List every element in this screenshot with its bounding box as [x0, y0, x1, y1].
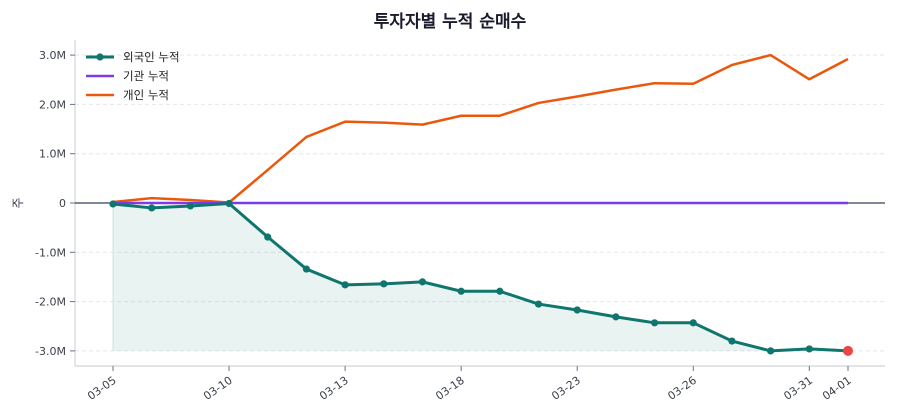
- y-tick-label: -1.0M: [35, 246, 66, 259]
- x-tick-label: 03-31: [781, 374, 815, 403]
- data-point-marker: [573, 306, 581, 314]
- last-point-marker: [843, 345, 853, 356]
- y-tick-label: 0: [59, 197, 66, 210]
- y-tick-label: -2.0M: [35, 296, 66, 309]
- x-tick-label: 03-26: [665, 374, 699, 403]
- foreign-area-fill: [113, 203, 848, 351]
- y-tick-label: 3.0M: [39, 49, 66, 62]
- y-tick-label: -3.0M: [35, 345, 66, 358]
- series-layer: [75, 53, 885, 356]
- y-tick-label: 1.0M: [39, 148, 66, 161]
- legend-label: 기관 누적: [123, 69, 169, 83]
- data-point-marker: [225, 199, 233, 208]
- data-point-marker: [728, 337, 736, 345]
- y-tick-label: 2.0M: [39, 98, 66, 111]
- grid-lines: [75, 54, 885, 352]
- data-point-marker: [341, 281, 349, 289]
- data-point-marker: [264, 233, 272, 241]
- series-line-0: [112, 201, 849, 353]
- y-axis: 3.0M 2.0M 1.0M 0 -1.0M -2.0M -3.0M: [35, 49, 75, 358]
- data-point-marker: [496, 287, 504, 295]
- y-axis-label: 주: [11, 197, 25, 208]
- data-point-marker: [612, 313, 620, 321]
- x-tick-label: 03-10: [201, 374, 235, 403]
- legend-label: 외국인 누적: [123, 50, 180, 64]
- x-tick-label: 03-18: [433, 374, 467, 403]
- x-tick-label: 03-23: [549, 374, 583, 403]
- data-point-marker: [418, 278, 427, 286]
- x-tick-label: 03-13: [317, 374, 351, 403]
- data-point-marker: [457, 287, 465, 295]
- x-tick-label: 04-01: [820, 374, 854, 403]
- series-line-2: [112, 53, 849, 204]
- data-point-marker: [767, 347, 775, 355]
- data-point-marker: [534, 300, 543, 308]
- data-point-marker: [302, 265, 311, 273]
- data-point-marker: [380, 280, 388, 288]
- data-point-marker: [109, 200, 117, 208]
- chart-title: 투자자별 누적 순매수: [374, 12, 527, 32]
- legend-label: 개인 누적: [123, 88, 169, 102]
- data-point-marker: [186, 202, 194, 210]
- data-point-marker: [148, 204, 156, 212]
- x-axis: 03-05 03-10 03-13 03-18 03-23 03-26 03-31 04-01: [85, 366, 854, 403]
- x-tick-label: 03-05: [85, 374, 119, 403]
- data-point-marker: [805, 345, 813, 353]
- data-point-marker: [650, 319, 659, 327]
- data-point-marker: [689, 319, 697, 327]
